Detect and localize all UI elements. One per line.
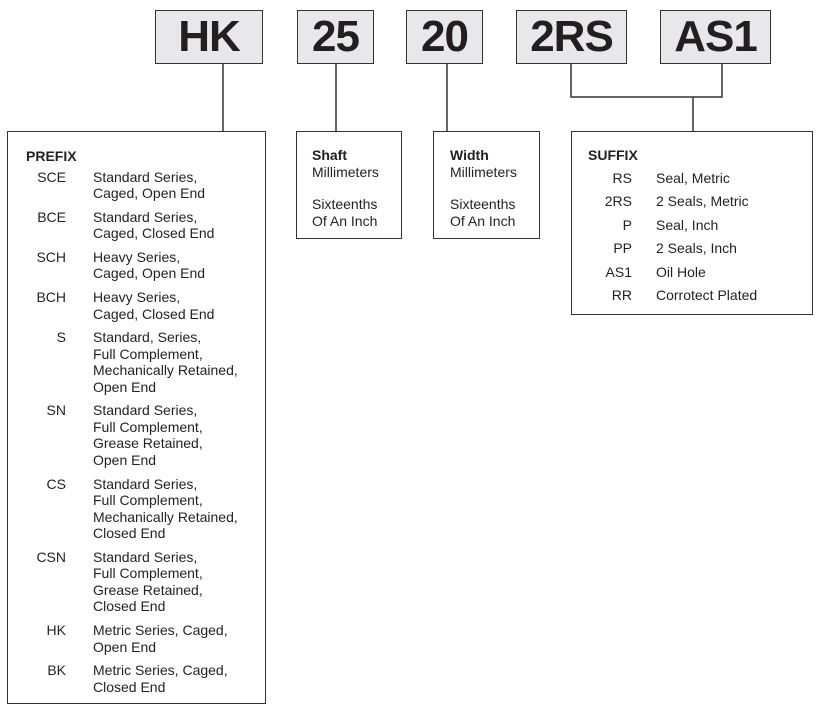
prefix-code: BCE [37,208,66,225]
width-unit-inch: Sixteenths [450,196,516,212]
prefix-desc-line: Open End [93,638,157,655]
prefix-code: HK [46,622,66,638]
prefix-desc-line: Caged, Closed End [93,305,215,322]
prefix-desc-line: Grease Retained, [93,581,203,598]
prefix-desc-line: Standard, Series, [93,329,202,346]
option-code-box: AS1 [660,10,771,64]
width-legend: Width Millimeters Sixteenths Of An Inch [433,131,540,239]
prefix-desc-line: Open End [93,451,157,468]
suffix-code: 2RS [604,193,632,209]
prefix-desc: Metric Series, Caged, Closed End [93,662,265,695]
prefix-legend: PREFIX SCE Standard Series, Caged, Open En… [7,131,266,704]
suffix-desc: 2 Seals, Inch [656,240,737,256]
prefix-desc-line: Caged, Open End [93,265,206,282]
prefix-desc-line: Closed End [93,525,166,542]
prefix-desc-line: Closed End [93,678,166,695]
seal-code-box: 2RS [516,10,627,64]
suffix-item: PP 2 Seals, Inch [588,240,812,257]
prefix-desc: Standard Series, Full Complement, Mechanic… [93,476,265,542]
prefix-desc-line: Standard Series, [93,208,198,225]
prefix-item: HK Metric Series, Caged, Open End [26,622,265,655]
prefix-item: CSN Standard Series, Full Complement, Greas… [26,549,265,615]
prefix-code: SN [46,402,66,419]
prefix-code: CSN [36,548,66,565]
prefix-item: SCH Heavy Series, Caged, Open End [26,249,265,282]
suffix-legend: SUFFIX RS Seal, Metric 2RS 2 Seals, Metric P… [571,131,813,315]
suffix-item: RS Seal, Metric [588,170,812,187]
prefix-code: S [56,329,66,346]
prefix-desc: Standard, Series, Full Complement, Mechani… [93,329,265,395]
suffix-code: RR [611,287,632,303]
prefix-code-box: HK [155,10,263,64]
prefix-desc-line: Standard Series, [93,548,198,565]
suffix-item: AS1 Oil Hole [588,264,812,281]
prefix-item: CS Standard Series, Full Complement, Mechan… [26,476,265,542]
prefix-desc-line: Full Complement, [93,565,203,582]
suffix-code: RS [612,169,632,186]
width-title: Width [450,147,489,163]
suffix-item: 2RS 2 Seals, Metric [588,193,812,210]
prefix-desc-line: Heavy Series, [93,289,181,306]
prefix-item: BCH Heavy Series, Caged, Closed End [26,289,265,322]
prefix-item: SCE Standard Series, Caged, Open End [26,169,265,202]
prefix-desc: Metric Series, Caged, Open End [93,622,265,655]
shaft-unit-inch-2: Of An Inch [312,212,378,229]
prefix-desc: Heavy Series, Caged, Closed End [93,289,265,322]
suffix-desc: 2 Seals, Metric [656,193,749,209]
suffix-code: P [622,216,632,233]
suffix-desc: Corrotect Plated [656,287,758,303]
prefix-desc-line: Full Complement, [93,345,203,362]
prefix-desc-line: Mechanically Retained, [93,362,238,379]
prefix-code: BCH [36,289,66,306]
prefix-desc-line: Standard Series, [93,402,198,419]
width-unit-inch-2: Of An Inch [450,212,516,229]
prefix-code: SCH [36,248,66,265]
shaft-unit-inch: Sixteenths [312,196,378,212]
prefix-item: BCE Standard Series, Caged, Closed End [26,209,265,242]
prefix-desc-line: Standard Series, [93,475,198,492]
prefix-desc: Standard Series, Caged, Closed End [93,209,265,242]
prefix-desc: Standard Series, Full Complement, Grease R… [93,402,265,468]
suffix-desc: Seal, Inch [656,216,719,233]
prefix-code: BK [47,662,66,679]
prefix-desc-line: Caged, Open End [93,185,206,201]
prefix-desc-line: Heavy Series, [93,248,181,265]
prefix-desc: Heavy Series, Caged, Open End [93,249,265,282]
suffix-desc: Seal, Metric [656,169,730,186]
suffix-item: P Seal, Inch [588,217,812,234]
prefix-desc: Standard Series, Full Complement, Grease R… [93,549,265,615]
prefix-code: CS [46,475,66,492]
width-unit-mm: Millimeters [450,163,517,180]
width-code-box: 20 [406,10,483,64]
prefix-desc-line: Grease Retained, [93,435,203,452]
suffix-desc: Oil Hole [656,263,706,280]
prefix-desc-line: Open End [93,378,157,395]
prefix-desc-line: Mechanically Retained, [93,508,238,525]
prefix-desc-line: Closed End [93,598,166,615]
prefix-desc-line: Standard Series, [93,168,198,185]
prefix-code: SCE [37,168,66,185]
prefix-desc-line: Full Complement, [93,418,203,435]
suffix-code: PP [613,240,632,256]
prefix-item: S Standard, Series, Full Complement, Mechan… [26,329,265,395]
shaft-legend: Shaft Millimeters Sixteenths Of An Inch [296,131,402,239]
suffix-code: AS1 [605,263,632,280]
shaft-unit-mm: Millimeters [312,163,379,180]
suffix-title: SUFFIX [588,147,638,163]
suffix-item: RR Corrotect Plated [588,287,812,304]
prefix-desc-line: Metric Series, Caged, [93,662,228,679]
prefix-desc-line: Caged, Closed End [93,225,215,242]
shaft-code-box: 25 [297,10,374,64]
shaft-title: Shaft [312,147,347,163]
prefix-desc: Standard Series, Caged, Open End [93,169,265,202]
prefix-title: PREFIX [26,148,77,164]
prefix-item: SN Standard Series, Full Complement, Grease… [26,402,265,468]
prefix-desc-line: Full Complement, [93,492,203,509]
prefix-desc-line: Metric Series, Caged, [93,622,228,638]
prefix-item: BK Metric Series, Caged, Closed End [26,662,265,695]
